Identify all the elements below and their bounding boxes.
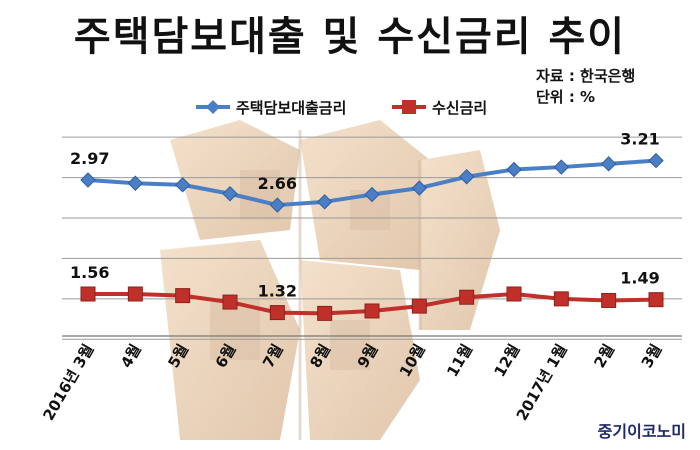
- data-point: [317, 305, 333, 321]
- x-tick-label: 4월: [117, 341, 145, 371]
- data-label: 1.32: [258, 282, 297, 301]
- publisher-watermark: 중기이코노미: [597, 422, 686, 441]
- data-label: 2.66: [258, 174, 297, 193]
- data-point: [269, 305, 285, 321]
- data-point: [364, 186, 380, 203]
- data-point: [506, 161, 522, 178]
- source-line: 자료 : 한국은행: [536, 67, 636, 85]
- data-point: [648, 152, 664, 169]
- legend: 주택담보대출금리 수신금리: [196, 99, 487, 117]
- legend-label: 수신금리: [432, 99, 487, 117]
- data-point: [127, 286, 143, 302]
- data-point: [411, 180, 428, 196]
- data-point: [553, 291, 569, 307]
- data-point: [648, 292, 664, 308]
- data-point: [411, 298, 427, 314]
- wooden-house-background-image: [160, 120, 500, 440]
- x-tick-label: 2016년 3월: [39, 341, 97, 424]
- x-tick-label: 3월: [638, 341, 666, 371]
- x-tick-label: 11월: [443, 341, 476, 380]
- data-point: [127, 175, 144, 191]
- legend-label: 주택담보대출금리: [236, 99, 346, 117]
- data-label: 1.56: [70, 263, 109, 282]
- legend-swatch-marker: [206, 100, 220, 114]
- data-point: [601, 292, 617, 308]
- source-note: 자료 : 한국은행 단위 : %: [536, 66, 635, 108]
- data-point: [80, 172, 96, 188]
- x-tick-label: 12월: [491, 341, 524, 380]
- series-1: 1.56 1.32 1.49: [70, 263, 664, 321]
- legend-item-1: 수신금리: [392, 99, 487, 117]
- data-point: [458, 169, 475, 185]
- unit-line: 단위 : %: [536, 88, 596, 106]
- data-point: [459, 289, 475, 305]
- data-point: [175, 288, 191, 304]
- data-point: [553, 159, 570, 175]
- legend-item-0: 주택담보대출금리: [196, 99, 346, 117]
- x-tick-label: 2월: [590, 341, 618, 371]
- data-point: [80, 286, 96, 302]
- data-point: [174, 177, 191, 193]
- data-point: [506, 286, 522, 302]
- chart-title: 주택담보대출 및 수신금리 추이: [73, 14, 627, 60]
- data-series: 2.97 2.66 3.21 1.56 1.32 1.49: [70, 130, 664, 321]
- legend-swatch-marker: [402, 100, 416, 114]
- data-label: 1.49: [620, 269, 659, 288]
- data-point: [222, 294, 238, 310]
- data-label: 2.97: [70, 149, 109, 168]
- series-0: 2.97 2.66 3.21: [70, 130, 664, 213]
- data-point: [364, 303, 380, 319]
- data-label: 3.21: [620, 130, 659, 149]
- data-point: [269, 197, 286, 213]
- data-point: [600, 156, 617, 172]
- data-point: [222, 186, 238, 202]
- data-point: [316, 194, 333, 210]
